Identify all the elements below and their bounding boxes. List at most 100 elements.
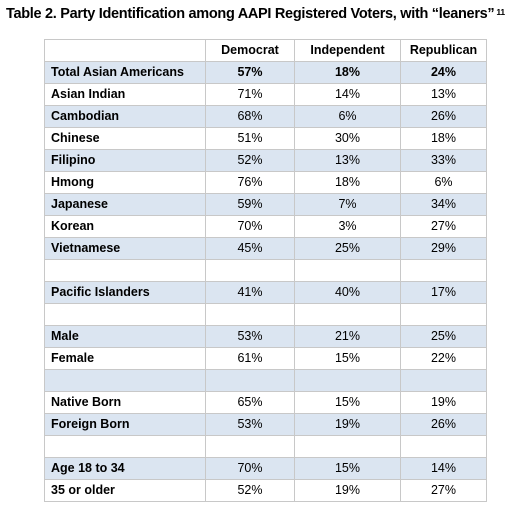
row-label [44, 435, 206, 458]
democrat-cell [205, 259, 295, 282]
republican-cell: 19% [400, 391, 487, 414]
democrat-cell [205, 303, 295, 326]
democrat-cell: 68% [205, 105, 295, 128]
table-caption: Table 2. Party Identification among AAPI… [6, 4, 518, 24]
republican-cell: 27% [400, 479, 487, 502]
table-row: Male 53% 21% 25% [44, 325, 487, 348]
republican-cell: 25% [400, 325, 487, 348]
row-label [44, 303, 206, 326]
independent-cell: 7% [294, 193, 401, 216]
republican-cell [400, 303, 487, 326]
table-row: Cambodian 68% 6% 26% [44, 105, 487, 128]
republican-cell: 24% [400, 61, 487, 84]
table-row [44, 435, 487, 458]
republican-cell: 6% [400, 171, 487, 194]
table-row: Korean 70% 3% 27% [44, 215, 487, 238]
democrat-cell [205, 369, 295, 392]
democrat-cell: 70% [205, 457, 295, 480]
row-label: 35 or older [44, 479, 206, 502]
independent-cell: 19% [294, 479, 401, 502]
caption-text: Table 2. Party Identification among AAPI… [6, 6, 495, 22]
republican-cell: 34% [400, 193, 487, 216]
independent-cell: 6% [294, 105, 401, 128]
party-id-table: Democrat Independent Republican Total As… [44, 39, 487, 502]
republican-cell: 17% [400, 281, 487, 304]
row-label: Male [44, 325, 206, 348]
table-row: Chinese 51% 30% 18% [44, 127, 487, 150]
democrat-cell: 53% [205, 413, 295, 436]
republican-cell [400, 435, 487, 458]
republican-cell: 26% [400, 105, 487, 128]
democrat-cell: 57% [205, 61, 295, 84]
democrat-cell: 51% [205, 127, 295, 150]
row-label: Chinese [44, 127, 206, 150]
republican-cell: 26% [400, 413, 487, 436]
header-independent: Independent [294, 39, 401, 62]
row-label [44, 259, 206, 282]
table-row [44, 369, 487, 392]
row-label: Hmong [44, 171, 206, 194]
row-label: Japanese [44, 193, 206, 216]
democrat-cell: 71% [205, 83, 295, 106]
independent-cell: 21% [294, 325, 401, 348]
table-row [44, 259, 487, 282]
republican-cell: 22% [400, 347, 487, 370]
row-label: Korean [44, 215, 206, 238]
republican-cell [400, 259, 487, 282]
independent-cell: 15% [294, 391, 401, 414]
table-row: Asian Indian 71% 14% 13% [44, 83, 487, 106]
republican-cell: 33% [400, 149, 487, 172]
row-label: Filipino [44, 149, 206, 172]
democrat-cell [205, 435, 295, 458]
democrat-cell: 52% [205, 149, 295, 172]
header-row: Democrat Independent Republican [44, 39, 487, 62]
democrat-cell: 76% [205, 171, 295, 194]
row-label [44, 369, 206, 392]
independent-cell: 3% [294, 215, 401, 238]
row-label: Pacific Islanders [44, 281, 206, 304]
header-blank [44, 39, 206, 62]
republican-cell: 27% [400, 215, 487, 238]
independent-cell: 15% [294, 457, 401, 480]
republican-cell: 29% [400, 237, 487, 260]
table-body: Total Asian Americans 57% 18% 24% Asian Indi… [44, 61, 487, 502]
row-label: Age 18 to 34 [44, 457, 206, 480]
independent-cell [294, 259, 401, 282]
table-row: Pacific Islanders 41% 40% 17% [44, 281, 487, 304]
table-row [44, 303, 487, 326]
table-row: Total Asian Americans 57% 18% 24% [44, 61, 487, 84]
independent-cell: 40% [294, 281, 401, 304]
democrat-cell: 59% [205, 193, 295, 216]
row-label: Native Born [44, 391, 206, 414]
republican-cell: 18% [400, 127, 487, 150]
independent-cell [294, 303, 401, 326]
row-label: Foreign Born [44, 413, 206, 436]
independent-cell [294, 435, 401, 458]
independent-cell: 15% [294, 347, 401, 370]
independent-cell: 30% [294, 127, 401, 150]
independent-cell: 25% [294, 237, 401, 260]
table-row: Age 18 to 34 70% 15% 14% [44, 457, 487, 480]
democrat-cell: 65% [205, 391, 295, 414]
table-row: Foreign Born 53% 19% 26% [44, 413, 487, 436]
row-label: Total Asian Americans [44, 61, 206, 84]
republican-cell: 14% [400, 457, 487, 480]
independent-cell: 13% [294, 149, 401, 172]
democrat-cell: 41% [205, 281, 295, 304]
table-row: Female 61% 15% 22% [44, 347, 487, 370]
row-label: Vietnamese [44, 237, 206, 260]
table-row: Hmong 76% 18% 6% [44, 171, 487, 194]
republican-cell [400, 369, 487, 392]
footnote-marker: 11 [496, 7, 505, 17]
democrat-cell: 45% [205, 237, 295, 260]
table-row: Vietnamese 45% 25% 29% [44, 237, 487, 260]
independent-cell: 19% [294, 413, 401, 436]
row-label: Cambodian [44, 105, 206, 128]
header-republican: Republican [400, 39, 487, 62]
row-label: Asian Indian [44, 83, 206, 106]
independent-cell: 18% [294, 61, 401, 84]
independent-cell: 14% [294, 83, 401, 106]
republican-cell: 13% [400, 83, 487, 106]
table-row: 35 or older 52% 19% 27% [44, 479, 487, 502]
independent-cell [294, 369, 401, 392]
